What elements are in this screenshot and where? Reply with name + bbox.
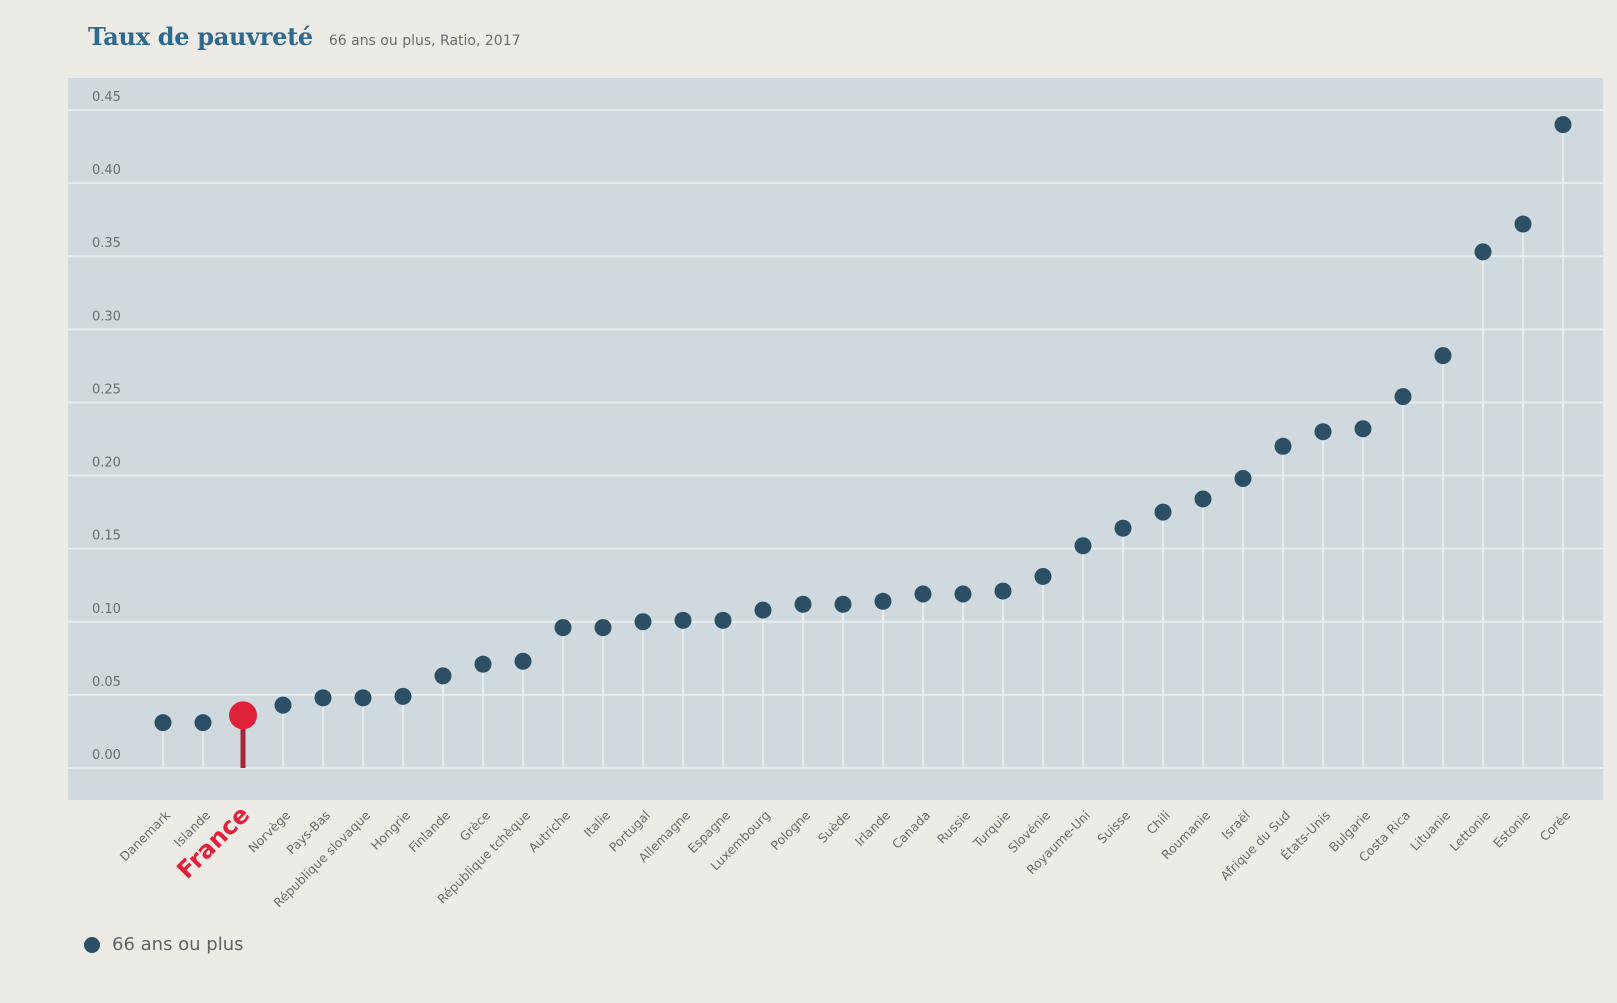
x-tick-label: Lituanie xyxy=(1407,807,1453,853)
data-point xyxy=(994,582,1012,600)
data-point xyxy=(1194,490,1212,508)
y-tick-label: 0.05 xyxy=(92,675,121,690)
data-point xyxy=(314,689,332,707)
x-tick-label: Corée xyxy=(1537,807,1574,844)
data-point xyxy=(1274,437,1292,455)
data-point xyxy=(914,585,932,603)
data-point xyxy=(394,687,412,705)
x-tick-label: Chili xyxy=(1143,808,1173,838)
x-tick-label: Canada xyxy=(889,808,933,852)
stems xyxy=(162,124,1564,768)
x-tick-label: Estonie xyxy=(1490,807,1533,850)
x-tick-label: Pologne xyxy=(768,807,814,853)
x-tick-label: Lettonie xyxy=(1446,807,1493,854)
data-point xyxy=(1154,503,1172,521)
gridlines xyxy=(68,109,1603,769)
data-point xyxy=(594,619,612,637)
y-axis: 0.00 0.05 0.10 0.15 0.20 0.25 0.30 0.35 0.40 0.45 xyxy=(92,90,121,763)
legend-marker-icon xyxy=(84,936,100,953)
data-point xyxy=(194,714,212,732)
x-tick-label: Israël xyxy=(1218,808,1253,843)
data-point xyxy=(954,585,972,603)
legend-label: 66 ans ou plus xyxy=(112,934,244,955)
data-point xyxy=(754,601,772,619)
chart-header: Taux de pauvreté 66 ans ou plus, Ratio, … xyxy=(88,22,521,51)
y-tick-label: 0.45 xyxy=(92,90,121,105)
y-tick-label: 0.40 xyxy=(92,163,121,178)
x-tick-label: Finlande xyxy=(405,807,453,855)
data-point xyxy=(634,613,652,631)
data-point xyxy=(1234,469,1252,487)
x-tick-label: Italie xyxy=(581,807,614,840)
y-tick-label: 0.25 xyxy=(92,382,121,397)
data-point xyxy=(354,689,372,707)
data-point xyxy=(154,714,172,732)
x-axis: DanemarkIslandeFranceNorvègePays-BasRépu… xyxy=(116,800,1573,910)
data-point xyxy=(554,619,572,637)
x-tick-label: Afrique du Sud xyxy=(1217,808,1293,884)
x-tick-label: Suisse xyxy=(1094,807,1133,846)
data-point xyxy=(434,667,452,685)
x-tick-label: Grèce xyxy=(456,807,493,844)
data-point xyxy=(274,696,292,714)
y-tick-label: 0.00 xyxy=(92,748,121,763)
data-point xyxy=(1114,519,1132,537)
data-point xyxy=(1354,420,1372,438)
data-point xyxy=(1394,388,1412,406)
data-point xyxy=(674,611,692,629)
data-point xyxy=(474,655,492,673)
x-tick-label: Suède xyxy=(815,807,854,846)
y-tick-label: 0.15 xyxy=(92,529,121,544)
legend: 66 ans ou plus xyxy=(84,934,244,955)
data-point xyxy=(1034,567,1052,585)
chart-title: Taux de pauvreté xyxy=(88,22,313,51)
data-point xyxy=(1314,423,1332,441)
x-tick-label: Autriche xyxy=(525,807,573,855)
y-tick-label: 0.10 xyxy=(92,602,121,617)
data-points xyxy=(154,116,1572,732)
plot-area xyxy=(68,78,1603,800)
data-point xyxy=(834,595,852,613)
data-point xyxy=(1074,537,1092,555)
data-point xyxy=(874,592,892,610)
y-tick-label: 0.30 xyxy=(92,309,121,324)
y-tick-label: 0.35 xyxy=(92,236,121,251)
x-tick-label: Danemark xyxy=(116,807,173,864)
y-tick-label: 0.20 xyxy=(92,456,121,471)
x-tick-label: Russie xyxy=(934,807,973,846)
chart-subtitle: 66 ans ou plus, Ratio, 2017 xyxy=(328,33,521,49)
x-tick-label: Irlande xyxy=(852,807,894,849)
data-point xyxy=(1514,215,1532,233)
data-point xyxy=(1434,347,1452,365)
data-point xyxy=(514,652,532,670)
data-point xyxy=(714,611,732,629)
data-point-france xyxy=(229,701,257,730)
data-point xyxy=(1474,243,1492,261)
data-point xyxy=(794,595,812,613)
data-point xyxy=(1554,116,1572,134)
